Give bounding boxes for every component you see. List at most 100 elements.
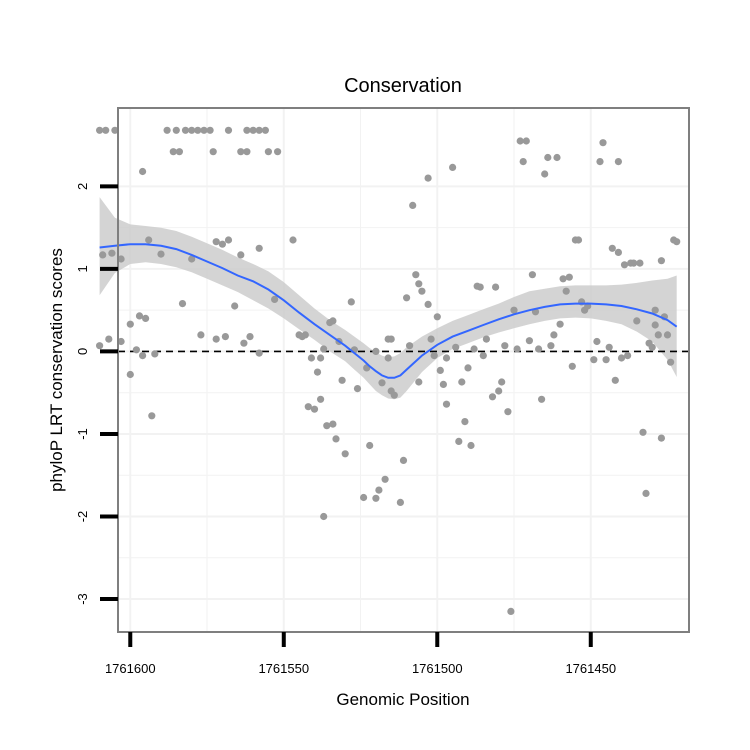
data-point (188, 126, 196, 134)
data-point (467, 441, 475, 450)
y-tick-label: -1 (75, 428, 90, 440)
data-point (255, 244, 263, 252)
data-point (126, 320, 134, 328)
data-point (507, 607, 515, 616)
data-point (188, 255, 196, 263)
data-point (375, 486, 383, 494)
data-point (169, 148, 177, 156)
data-point (547, 342, 555, 350)
data-point (99, 251, 107, 259)
data-point (565, 273, 573, 281)
data-point (479, 352, 487, 360)
data-point (519, 158, 527, 166)
data-point (599, 139, 607, 147)
data-point (642, 489, 650, 497)
data-point (596, 158, 604, 166)
data-point (663, 331, 672, 339)
data-point (667, 358, 675, 366)
data-point (562, 287, 570, 295)
y-tick-label: 0 (75, 348, 90, 355)
data-point (403, 294, 411, 302)
x-tick-label: 1761600 (105, 661, 156, 676)
data-point (384, 335, 392, 343)
data-point (317, 395, 325, 403)
data-point (651, 306, 659, 314)
data-point (372, 347, 380, 355)
data-point (620, 261, 629, 269)
data-point (206, 126, 214, 134)
data-point (396, 498, 404, 506)
data-point (212, 335, 220, 343)
data-point (212, 238, 220, 246)
data-point (255, 349, 263, 357)
data-point (384, 354, 392, 362)
y-axis-label: phyloP LRT conservation scores (47, 248, 66, 492)
data-point (458, 378, 466, 386)
x-axis-label: Genomic Position (336, 690, 469, 709)
data-point (264, 148, 272, 156)
y-tick-label: -2 (75, 511, 90, 523)
data-point (639, 428, 647, 436)
data-point (492, 283, 500, 291)
data-point (310, 405, 319, 413)
data-point (452, 343, 460, 351)
data-point (574, 236, 583, 244)
data-point (409, 201, 417, 209)
data-point (301, 331, 309, 339)
data-point (271, 295, 279, 303)
data-point (224, 236, 233, 244)
data-point (237, 251, 245, 259)
data-point (139, 167, 147, 176)
data-point (535, 345, 543, 353)
data-point (237, 148, 245, 156)
data-point (175, 148, 183, 156)
data-point (501, 342, 509, 350)
data-point (178, 300, 187, 308)
data-point (624, 352, 632, 360)
data-point (399, 456, 408, 464)
x-tick-label: 1761550 (258, 661, 309, 676)
data-point (418, 287, 426, 295)
data-point (482, 335, 490, 343)
data-point (181, 126, 190, 134)
data-point (510, 306, 518, 314)
data-point (240, 339, 248, 347)
data-point (221, 333, 229, 341)
data-point (611, 376, 619, 384)
data-point (559, 275, 567, 283)
data-point (249, 126, 257, 134)
data-point (427, 335, 435, 343)
data-point (313, 368, 322, 376)
data-point (568, 362, 576, 370)
y-tick-label: 1 (75, 265, 90, 272)
data-point (495, 387, 503, 395)
data-point (102, 126, 110, 134)
data-point (390, 391, 398, 399)
data-point (556, 320, 564, 328)
data-point (117, 255, 125, 263)
data-point (648, 343, 656, 351)
data-point (433, 313, 441, 321)
data-point (218, 240, 226, 248)
data-point (657, 434, 666, 442)
data-point (126, 370, 134, 379)
data-point (617, 354, 626, 362)
data-point (197, 331, 205, 339)
chart-title: Conservation (344, 75, 462, 97)
data-point (320, 345, 328, 353)
data-point (255, 126, 263, 134)
data-point (148, 412, 156, 420)
data-point (105, 335, 113, 343)
data-point (522, 137, 530, 145)
x-tick-label: 1761450 (565, 661, 616, 676)
points-layer (96, 126, 681, 616)
data-point (654, 331, 662, 339)
data-point (200, 126, 208, 134)
data-point (224, 126, 233, 134)
data-point (151, 350, 159, 358)
data-point (317, 354, 325, 362)
data-point (142, 314, 150, 322)
data-point (320, 512, 328, 521)
data-point (243, 148, 251, 156)
